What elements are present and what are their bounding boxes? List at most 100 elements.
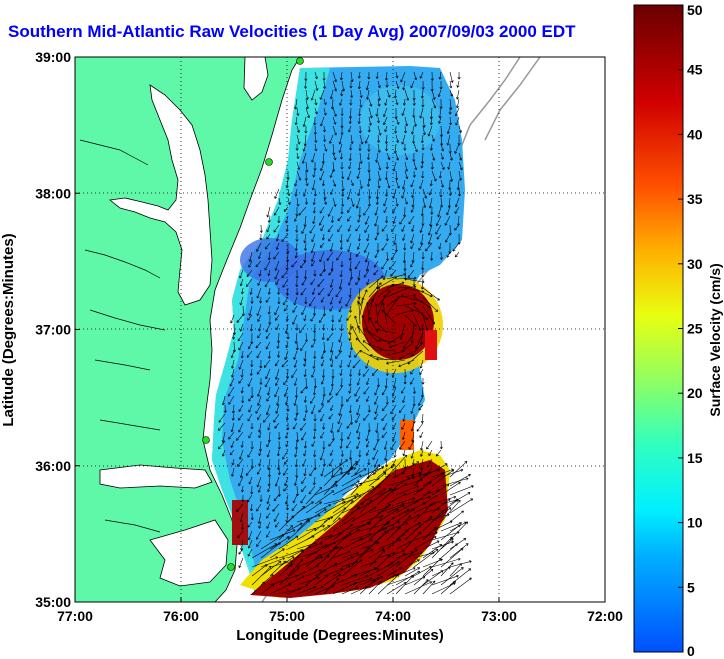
velocity-arrow [339, 98, 343, 106]
velocity-arrow [313, 125, 317, 135]
velocity-arrow [302, 116, 307, 127]
velocity-arrow [320, 296, 325, 303]
velocity-arrow [449, 538, 467, 550]
velocity-arrow [303, 314, 307, 322]
velocity-arrow [330, 260, 334, 271]
velocity-arrow [294, 188, 298, 197]
velocity-arrow [339, 242, 343, 250]
velocity-arrow [354, 315, 361, 334]
velocity-arrow [404, 89, 410, 101]
velocity-arrow [312, 476, 316, 486]
velocity-arrow [428, 188, 433, 196]
warm-eddy-core [362, 284, 434, 360]
velocity-arrow [395, 461, 420, 478]
velocity-arrow [282, 296, 289, 306]
velocity-arrow [269, 529, 296, 541]
velocity-arrow [346, 440, 352, 449]
velocity-arrow [285, 179, 289, 189]
velocity-arrow [374, 215, 379, 227]
velocity-arrow [402, 98, 406, 106]
velocity-arrow [221, 431, 226, 443]
velocity-arrow [413, 503, 433, 523]
velocity-arrow [296, 107, 300, 116]
velocity-arrow [296, 125, 300, 133]
velocity-arrow [369, 317, 379, 334]
velocity-arrow [336, 251, 343, 261]
velocity-arrow [384, 98, 388, 106]
velocity-arrow [267, 269, 271, 277]
velocity-arrow [340, 449, 344, 457]
radar-site-marker [202, 436, 210, 444]
velocity-arrow [391, 386, 397, 397]
velocity-arrow [420, 89, 424, 99]
velocity-arrow [341, 188, 345, 197]
velocity-arrow [420, 413, 424, 424]
velocity-arrow [410, 260, 415, 268]
velocity-arrow [314, 562, 338, 577]
velocity-arrow [294, 98, 298, 110]
velocity-arrow [249, 368, 253, 376]
velocity-arrow [322, 422, 326, 430]
radar-site-marker [296, 57, 304, 65]
velocity-arrow [422, 557, 442, 577]
colorbar-tick-label: 10 [687, 515, 703, 531]
velocity-arrow [305, 544, 328, 559]
velocity-arrow [430, 251, 434, 261]
velocity-arrow [366, 152, 371, 160]
velocity-arrow [341, 460, 358, 478]
velocity-arrow [258, 251, 262, 260]
velocity-arrow [356, 377, 361, 386]
velocity-arrow [311, 287, 316, 295]
velocity-arrow [403, 143, 407, 151]
velocity-arrow [323, 134, 327, 142]
velocity-arrow [410, 233, 415, 244]
velocity-arrow [304, 332, 309, 343]
velocity-arrow [260, 542, 281, 559]
velocity-arrow [296, 564, 319, 577]
velocity-arrow [278, 515, 295, 532]
velocity-arrow [440, 468, 464, 478]
velocity-arrow [386, 533, 406, 550]
velocity-arrow [300, 422, 307, 431]
velocity-arrow [303, 233, 307, 244]
velocity-arrow [449, 485, 474, 496]
velocity-arrow [259, 494, 263, 502]
velocity-arrow [357, 188, 361, 197]
velocity-arrow [332, 480, 360, 496]
coastal-red-patch [400, 420, 414, 450]
velocity-arrow [449, 170, 454, 182]
velocity-arrow [332, 161, 336, 172]
velocity-arrow [267, 422, 271, 431]
velocity-arrow [323, 197, 327, 205]
velocity-arrow [365, 449, 370, 456]
velocity-arrow [304, 296, 308, 305]
velocity-arrow [310, 89, 316, 101]
velocity-arrow [258, 431, 262, 439]
velocity-arrow [363, 242, 370, 253]
velocity-arrow [412, 170, 416, 178]
velocity-arrow [384, 449, 388, 461]
velocity-arrow [356, 395, 361, 403]
velocity-arrow [248, 476, 253, 485]
velocity-arrow [231, 458, 235, 466]
velocity-arrow [348, 404, 352, 414]
velocity-arrow [259, 224, 263, 233]
velocity-arrow [304, 125, 308, 134]
velocity-arrow [357, 431, 361, 440]
velocity-arrow [439, 188, 443, 198]
bathymetry-contour-2 [484, 57, 541, 141]
velocity-arrow [449, 98, 453, 110]
delaware-bay [243, 57, 269, 101]
velocity-arrow [250, 485, 254, 495]
velocity-arrow [339, 359, 343, 369]
velocity-arrow [350, 197, 355, 207]
albemarle-sound [99, 464, 213, 489]
velocity-arrow [229, 377, 235, 387]
velocity-arrow [331, 314, 335, 323]
velocity-arrow [359, 179, 363, 189]
velocity-arrow [355, 251, 361, 257]
velocity-arrow [416, 422, 424, 432]
velocity-field [212, 66, 465, 595]
velocity-arrow [372, 449, 379, 461]
